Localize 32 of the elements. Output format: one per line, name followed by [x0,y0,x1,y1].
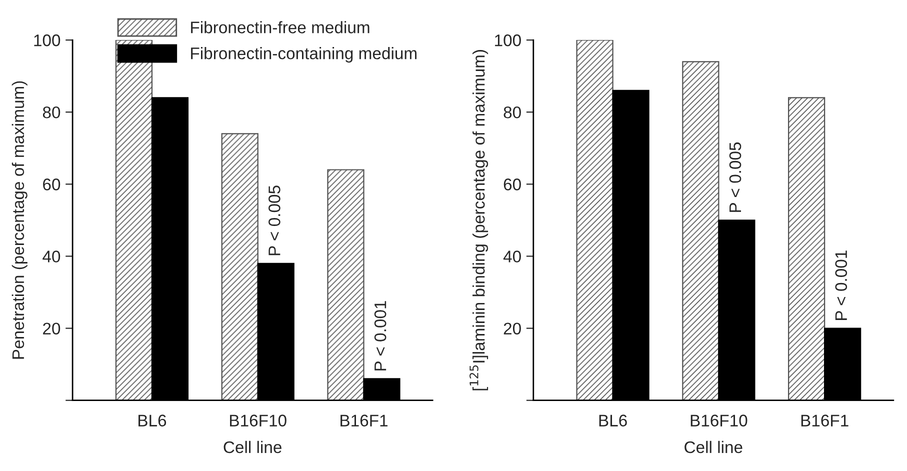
annotation: P < 0.005 [268,186,280,256]
bar [788,97,826,400]
y-tick-label: 20 [43,322,60,334]
bar [221,133,258,400]
annotation: P < 0.001 [374,301,386,370]
bar [682,61,720,400]
x-tick-label: B16F10 [230,414,286,426]
y-tick-label: 60 [43,178,60,190]
x-tick-label: B16F1 [801,414,848,426]
x-tick-label: BL6 [599,414,627,426]
y-tick-label: 40 [42,250,60,262]
y-tick-label: 60 [504,178,521,190]
annotation: P < 0.001 [835,250,848,320]
y-tick-label: 20 [504,322,521,334]
legend-label: Fibronectin-free medium [191,21,370,34]
y-tick-label: 40 [503,250,521,262]
legend-label: Fibronectin-containing medium [191,47,416,63]
x-axis-title: Cell line [684,440,742,454]
annotation: P < 0.005 [729,142,742,212]
y-axis-title: [$^{125}$I]laminin binding (percentage of maximum) [470,50,488,390]
x-tick-label: BL6 [138,414,166,426]
x-tick-label: B16F10 [690,414,748,426]
x-axis-title: Cell line [224,440,282,454]
bar [115,40,153,400]
bar [327,169,364,400]
y-tick-label: 80 [42,106,60,118]
x-tick-label: B16F1 [340,414,388,426]
y-axis-title: Penetration (percentage of maximum) [12,81,28,359]
y-tick-label: 100 [495,34,521,46]
y-tick-label: 100 [34,34,60,46]
y-tick-label: 80 [504,106,521,118]
bar [576,40,614,400]
